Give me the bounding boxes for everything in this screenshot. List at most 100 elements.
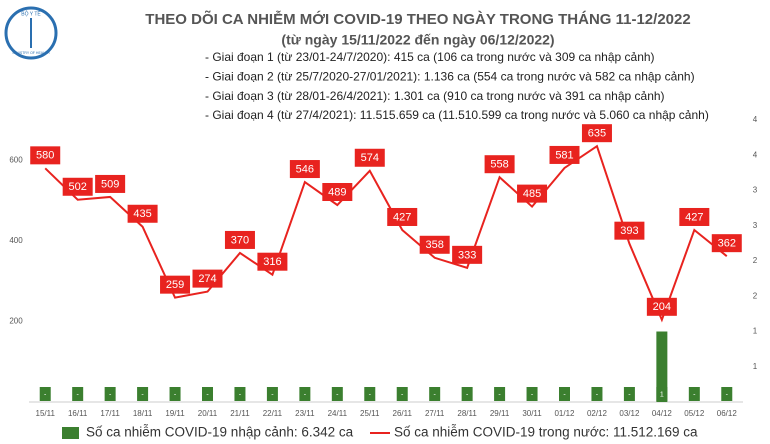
value-label-bg [331, 387, 343, 401]
value-label-bg [322, 183, 353, 202]
value-label-bg [484, 155, 515, 174]
y2-tick-label: 3 [753, 221, 758, 230]
x-tick-label: 24/11 [328, 409, 348, 418]
value-label: 558 [490, 159, 508, 171]
value-label: 546 [296, 163, 314, 175]
y2-tick-label: 4 [753, 150, 758, 159]
x-tick-label: 21/11 [230, 409, 250, 418]
value-label: - [628, 391, 631, 398]
value-label: - [434, 391, 437, 398]
value-label-bg [581, 124, 612, 143]
value-label-bg [30, 146, 61, 165]
value-label-bg [494, 387, 506, 401]
value-label-bg [234, 387, 246, 401]
value-label: 370 [231, 234, 249, 246]
value-label-bg [224, 230, 255, 249]
legend-label: Số ca nhiễm COVID-19 trong nước: 11.512.… [394, 425, 698, 440]
x-tick-label: 05/12 [684, 409, 705, 418]
value-label-bg [95, 174, 126, 193]
value-label-bg [72, 387, 84, 401]
y2-tick-label: 4 [753, 115, 758, 124]
value-label-bg [461, 387, 473, 401]
value-label-bg [646, 297, 677, 316]
y2-tick-label: 1 [753, 327, 758, 336]
value-label-bg [62, 177, 93, 196]
annotation: - Giai đoạn 1 (từ 23/01-24/7/2020): 415 … [205, 50, 655, 64]
annotation: - Giai đoạn 4 (từ 27/4/2021): 11.515.659… [205, 108, 709, 122]
value-label-bg [160, 275, 191, 294]
value-label: 427 [393, 211, 411, 223]
value-label-bg [559, 387, 570, 401]
value-label: 316 [263, 256, 281, 268]
logo: BỘ Y TẾ MINISTRY OF HEALTH [4, 6, 58, 60]
x-tick-label: 17/11 [100, 409, 120, 418]
x-tick-label: 27/11 [425, 409, 445, 418]
value-label-bg [169, 387, 181, 401]
x-tick-label: 26/11 [393, 409, 413, 418]
legend-swatch [62, 427, 79, 439]
value-label-bg [517, 184, 548, 203]
value-label: 580 [36, 150, 54, 162]
x-tick-label: 02/12 [587, 409, 608, 418]
value-label-bg [289, 160, 320, 179]
line [44, 144, 728, 323]
value-label: 502 [69, 181, 87, 193]
value-label: 574 [361, 152, 379, 164]
value-label-bg [656, 387, 668, 401]
value-label: - [174, 391, 177, 398]
value-label: - [141, 391, 144, 398]
x-tick-label: 03/12 [619, 409, 640, 418]
value-label-bg [364, 387, 376, 401]
value-label-bg [396, 387, 408, 401]
y2-tick-label: 2 [753, 256, 758, 265]
annotation: - Giai đoạn 3 (từ 28/01-26/4/2021): 1.30… [205, 89, 665, 103]
chart-subtitle: (từ ngày 15/11/2022 đến ngày 06/12/2022) [281, 32, 554, 48]
value-label-bg [549, 145, 580, 164]
value-label: 435 [133, 208, 151, 220]
value-label: 581 [555, 149, 573, 161]
value-label-bg [614, 221, 645, 240]
value-label-bg [452, 245, 483, 264]
value-label: - [531, 391, 534, 398]
value-label-bg [387, 207, 418, 226]
y2-tick-label: 1 [753, 362, 758, 371]
value-label: - [401, 391, 404, 398]
value-label-bg [679, 207, 710, 226]
value-label-bg [721, 387, 733, 401]
y-tick-label: 400 [9, 236, 23, 245]
value-label-bg [623, 387, 635, 401]
value-label-bg [711, 234, 742, 253]
value-label: - [596, 391, 599, 398]
value-label: 485 [523, 188, 541, 200]
y2-tick-label: 3 [753, 186, 758, 195]
x-tick-label: 29/11 [490, 409, 510, 418]
value-label: 509 [101, 178, 119, 190]
x-tick-label: 15/11 [36, 409, 56, 418]
x-tick-label: 25/11 [360, 409, 380, 418]
value-label-bg [688, 387, 700, 401]
value-label-bg [39, 387, 51, 401]
value-label-bg [202, 387, 213, 401]
x-tick-label: 20/11 [198, 409, 218, 418]
value-label-bg [429, 387, 441, 401]
value-label: - [206, 391, 209, 398]
value-label: - [304, 391, 307, 398]
value-label: 393 [620, 225, 638, 237]
value-label: - [336, 391, 339, 398]
logo-bottom: MINISTRY OF HEALTH [13, 51, 50, 55]
value-label: - [563, 391, 566, 398]
value-label: 635 [588, 128, 606, 140]
value-label: - [498, 391, 501, 398]
legend-label: Số ca nhiễm COVID-19 nhập cảnh: 6.342 ca [86, 425, 354, 440]
value-label: - [369, 391, 372, 398]
value-label-bg [192, 269, 223, 288]
value-label: 274 [198, 273, 216, 285]
value-label: - [726, 391, 729, 398]
value-label: - [239, 391, 242, 398]
value-label: - [44, 391, 47, 398]
x-tick-label: 19/11 [165, 409, 185, 418]
y-tick-label: 600 [9, 155, 23, 164]
value-label: 358 [426, 239, 444, 251]
value-label-bg [137, 387, 149, 401]
